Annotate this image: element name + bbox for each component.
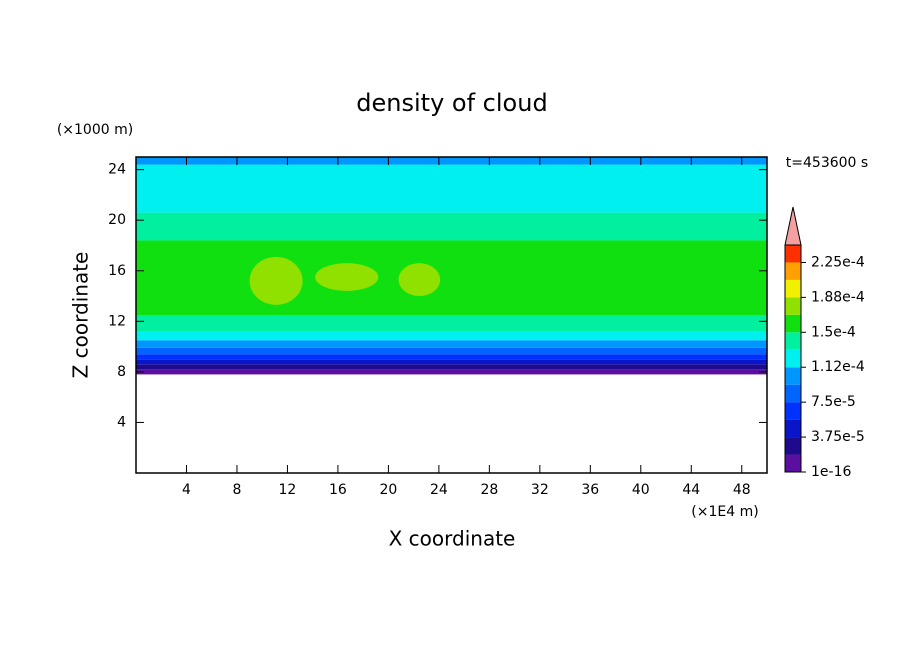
colorbar-tick-label: 2.25e-4 <box>811 254 865 270</box>
contour-band <box>136 315 767 332</box>
colorbar-tick-label: 1.5e-4 <box>811 324 856 340</box>
contour-band <box>136 359 767 365</box>
colorbar-band <box>785 332 801 350</box>
y-tick-label: 8 <box>117 364 126 380</box>
contour-band <box>136 331 767 341</box>
x-tick-label: 20 <box>379 482 397 498</box>
colorbar-band <box>785 437 801 455</box>
colorbar-tick-label: 7.5e-5 <box>811 394 856 410</box>
y-tick-label: 4 <box>117 414 126 430</box>
contour-band <box>136 369 767 375</box>
contour-band <box>136 157 767 165</box>
colorbar-extend <box>784 206 802 246</box>
contour-patch <box>398 263 441 297</box>
colorbar-band <box>785 349 801 368</box>
colorbar-band <box>785 402 801 420</box>
colorbar-band <box>785 262 801 280</box>
y-tick-label: 20 <box>108 212 126 228</box>
x-tick-label: 44 <box>682 482 700 498</box>
colorbar-tick-label: 3.75e-5 <box>811 429 865 445</box>
contour-band <box>136 364 767 370</box>
colorbar-band <box>785 419 801 438</box>
contour-band <box>136 212 767 241</box>
colorbar-band <box>785 245 801 263</box>
contour-patch <box>315 263 379 291</box>
colorbar-band <box>785 297 801 315</box>
plot-frame <box>135 156 768 474</box>
chart-title: density of cloud <box>356 89 547 117</box>
colorbar-tick-label: 1.12e-4 <box>811 359 865 375</box>
x-tick-label: 40 <box>632 482 650 498</box>
x-axis-label: X coordinate <box>389 527 516 551</box>
y-tick-label: 16 <box>108 263 126 279</box>
x-tick-label: 16 <box>329 482 347 498</box>
y-unit: (×1000 m) <box>57 122 133 138</box>
x-tick-label: 48 <box>733 482 751 498</box>
contour-band <box>136 164 767 213</box>
x-tick-label: 8 <box>232 482 241 498</box>
x-tick-label: 4 <box>182 482 191 498</box>
colorbar-tick-label: 1.88e-4 <box>811 289 865 305</box>
colorbar-band <box>785 279 801 298</box>
x-tick-label: 32 <box>531 482 549 498</box>
contour-band <box>136 340 767 348</box>
x-tick-label: 12 <box>279 482 297 498</box>
colorbar-tick-label: 1e-16 <box>811 464 851 480</box>
contour-patch <box>249 256 303 305</box>
x-tick-label: 28 <box>480 482 498 498</box>
colorbar-band <box>785 384 801 403</box>
colorbar-band <box>785 314 801 333</box>
x-unit: (×1E4 m) <box>691 504 758 520</box>
contour-band <box>136 347 767 355</box>
contour-band <box>136 240 767 315</box>
y-tick-label: 12 <box>108 313 126 329</box>
x-tick-label: 36 <box>581 482 599 498</box>
axes: 4 8 12 16 20 24 28 32 36 40 44 4848121620241e-163.7… <box>108 156 865 498</box>
field <box>136 157 767 375</box>
y-tick-label: 24 <box>108 162 126 178</box>
time-label: t=453600 s <box>786 155 868 171</box>
colorbar-band <box>785 367 801 385</box>
x-tick-label: 24 <box>430 482 448 498</box>
contour-band <box>136 354 767 360</box>
colorbar-band <box>785 454 801 472</box>
y-axis-label: Z coordinate <box>69 252 93 379</box>
